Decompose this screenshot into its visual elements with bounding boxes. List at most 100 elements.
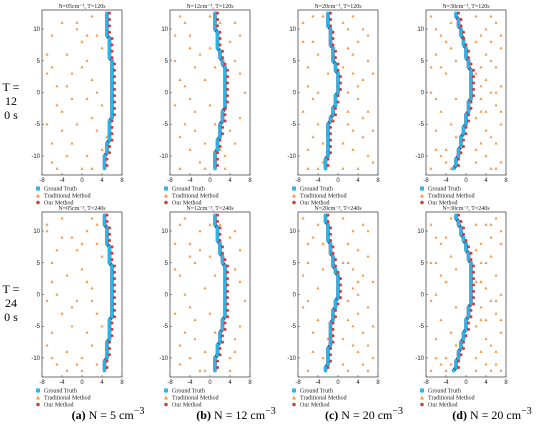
traditional-point <box>65 154 69 158</box>
traditional-point <box>479 65 483 69</box>
our-method-point <box>469 315 473 319</box>
our-method-point <box>108 144 111 148</box>
traditional-point <box>65 349 69 353</box>
ground-truth-point <box>213 27 217 31</box>
x-tick-label: -4 <box>315 178 321 184</box>
y-tick-label: -5 <box>35 324 41 330</box>
y-tick-label: 0 <box>37 293 41 299</box>
y-tick-label: -10 <box>287 154 296 160</box>
traditional-point <box>366 58 370 62</box>
traditional-point <box>183 122 187 126</box>
ground-truth-point <box>323 163 328 168</box>
traditional-point <box>50 330 54 334</box>
ground-truth-point <box>220 109 225 114</box>
traditional-point <box>233 337 237 341</box>
traditional-point <box>434 97 438 101</box>
legend-label: Ground Truth <box>172 187 205 193</box>
ground-truth-point <box>459 138 463 142</box>
traditional-point <box>356 166 360 170</box>
our-method-point <box>331 251 335 255</box>
ground-truth-point <box>102 369 107 373</box>
our-method-point <box>472 277 475 281</box>
our-method-point <box>108 239 111 243</box>
ground-truth-point <box>218 122 222 126</box>
traditional-point <box>173 311 177 315</box>
our-method-point <box>334 113 337 117</box>
y-tick-label: -5 <box>291 122 297 128</box>
ground-truth-point <box>336 81 340 85</box>
traditional-point <box>50 141 54 145</box>
traditional-point <box>70 324 74 328</box>
ground-truth-point <box>213 365 217 370</box>
traditional-point <box>213 65 217 69</box>
ground-truth-point <box>454 213 458 217</box>
our-method-point <box>226 100 229 104</box>
ground-truth-point <box>454 160 458 164</box>
ground-truth-point <box>105 30 109 34</box>
ground-truth-point <box>469 87 473 91</box>
ground-truth-point <box>110 277 114 281</box>
traditional-point <box>75 248 79 252</box>
traditional-point <box>70 97 74 101</box>
x-tick-label: 0 <box>208 380 212 386</box>
panel-a-top: N=05cm⁻³, T=120s -8 -4 0 4 8 -10 -5 0 5 10 Ground T… <box>31 4 124 207</box>
traditional-point <box>454 343 458 347</box>
ground-truth-point <box>223 75 227 79</box>
traditional-point <box>316 90 320 94</box>
caption-c: (c) N = 20 cm−3 <box>324 406 404 422</box>
traditional-point <box>341 20 345 24</box>
our-method-point <box>110 245 114 249</box>
x-tick-label: -8 <box>295 178 301 184</box>
our-method-point <box>113 283 116 287</box>
our-method-point <box>223 119 227 123</box>
traditional-point <box>484 52 488 56</box>
ground-truth-point <box>469 296 473 300</box>
traditional-point <box>489 254 493 258</box>
panel-title: N=20cm⁻³, T=240s <box>314 206 362 212</box>
traditional-point <box>429 65 433 69</box>
traditional-point <box>243 299 247 303</box>
ground-truth-point <box>105 340 109 344</box>
ground-truth-point <box>215 46 220 50</box>
ground-truth-point <box>323 160 328 164</box>
ground-truth-point <box>461 43 466 47</box>
legend-label: Traditional Method <box>44 194 91 200</box>
x-tick-label: -4 <box>59 380 65 386</box>
traditional-point <box>306 65 310 69</box>
our-method-point <box>226 308 229 312</box>
x-tick-label: 8 <box>376 178 380 184</box>
traditional-point <box>434 235 438 239</box>
traditional-point <box>351 14 355 18</box>
ground-truth-point <box>220 321 225 325</box>
ground-truth-point <box>213 216 217 220</box>
traditional-point <box>474 356 478 360</box>
x-tick-label: 0 <box>208 178 212 184</box>
traditional-point <box>321 14 325 18</box>
legend-label: Ground Truth <box>428 187 461 193</box>
traditional-point <box>474 71 478 75</box>
traditional-point <box>55 362 59 366</box>
our-method-point <box>221 340 224 344</box>
traditional-point <box>356 248 360 252</box>
ground-truth-point <box>223 270 227 274</box>
ground-truth-point <box>323 219 328 224</box>
our-method-point <box>113 113 116 117</box>
our-method-point <box>459 24 463 28</box>
traditional-point <box>188 33 192 37</box>
traditional-point <box>449 166 453 170</box>
traditional-point <box>361 116 365 120</box>
traditional-point <box>499 84 503 88</box>
traditional-point <box>429 90 433 94</box>
traditional-point <box>341 260 345 264</box>
our-method-point <box>467 119 470 123</box>
our-method-point <box>462 138 465 142</box>
our-method-point <box>108 30 111 34</box>
traditional-point <box>479 241 483 245</box>
traditional-point <box>90 116 94 120</box>
ground-truth-point <box>328 330 333 335</box>
traditional-point <box>361 135 365 139</box>
our-method-point <box>459 220 463 224</box>
our-method-point <box>334 264 337 268</box>
our-method-point <box>226 289 229 293</box>
ground-truth-point <box>213 369 217 373</box>
